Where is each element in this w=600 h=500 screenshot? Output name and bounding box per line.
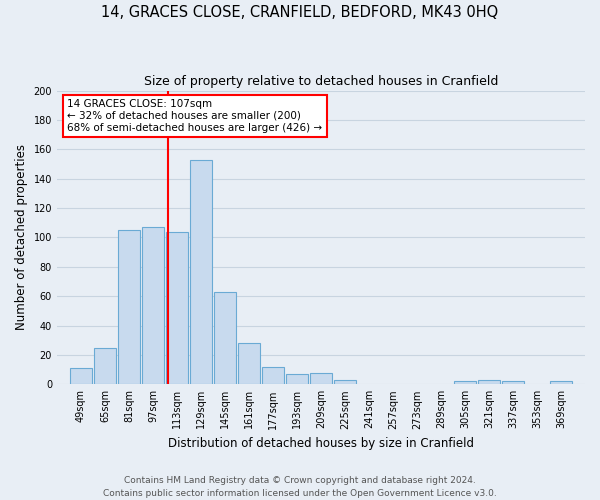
Bar bbox=[70, 368, 92, 384]
Bar bbox=[334, 380, 356, 384]
Bar bbox=[118, 230, 140, 384]
Text: 14, GRACES CLOSE, CRANFIELD, BEDFORD, MK43 0HQ: 14, GRACES CLOSE, CRANFIELD, BEDFORD, MK… bbox=[101, 5, 499, 20]
X-axis label: Distribution of detached houses by size in Cranfield: Distribution of detached houses by size … bbox=[168, 437, 474, 450]
Bar bbox=[550, 382, 572, 384]
Bar bbox=[238, 343, 260, 384]
Bar bbox=[262, 366, 284, 384]
Bar bbox=[190, 160, 212, 384]
Bar bbox=[454, 382, 476, 384]
Bar bbox=[286, 374, 308, 384]
Bar bbox=[94, 348, 116, 385]
Bar bbox=[166, 232, 188, 384]
Bar bbox=[502, 382, 524, 384]
Text: Contains HM Land Registry data © Crown copyright and database right 2024.
Contai: Contains HM Land Registry data © Crown c… bbox=[103, 476, 497, 498]
Bar bbox=[214, 292, 236, 384]
Text: 14 GRACES CLOSE: 107sqm
← 32% of detached houses are smaller (200)
68% of semi-d: 14 GRACES CLOSE: 107sqm ← 32% of detache… bbox=[67, 100, 323, 132]
Y-axis label: Number of detached properties: Number of detached properties bbox=[15, 144, 28, 330]
Bar bbox=[310, 372, 332, 384]
Bar bbox=[478, 380, 500, 384]
Bar bbox=[142, 227, 164, 384]
Title: Size of property relative to detached houses in Cranfield: Size of property relative to detached ho… bbox=[144, 75, 498, 88]
